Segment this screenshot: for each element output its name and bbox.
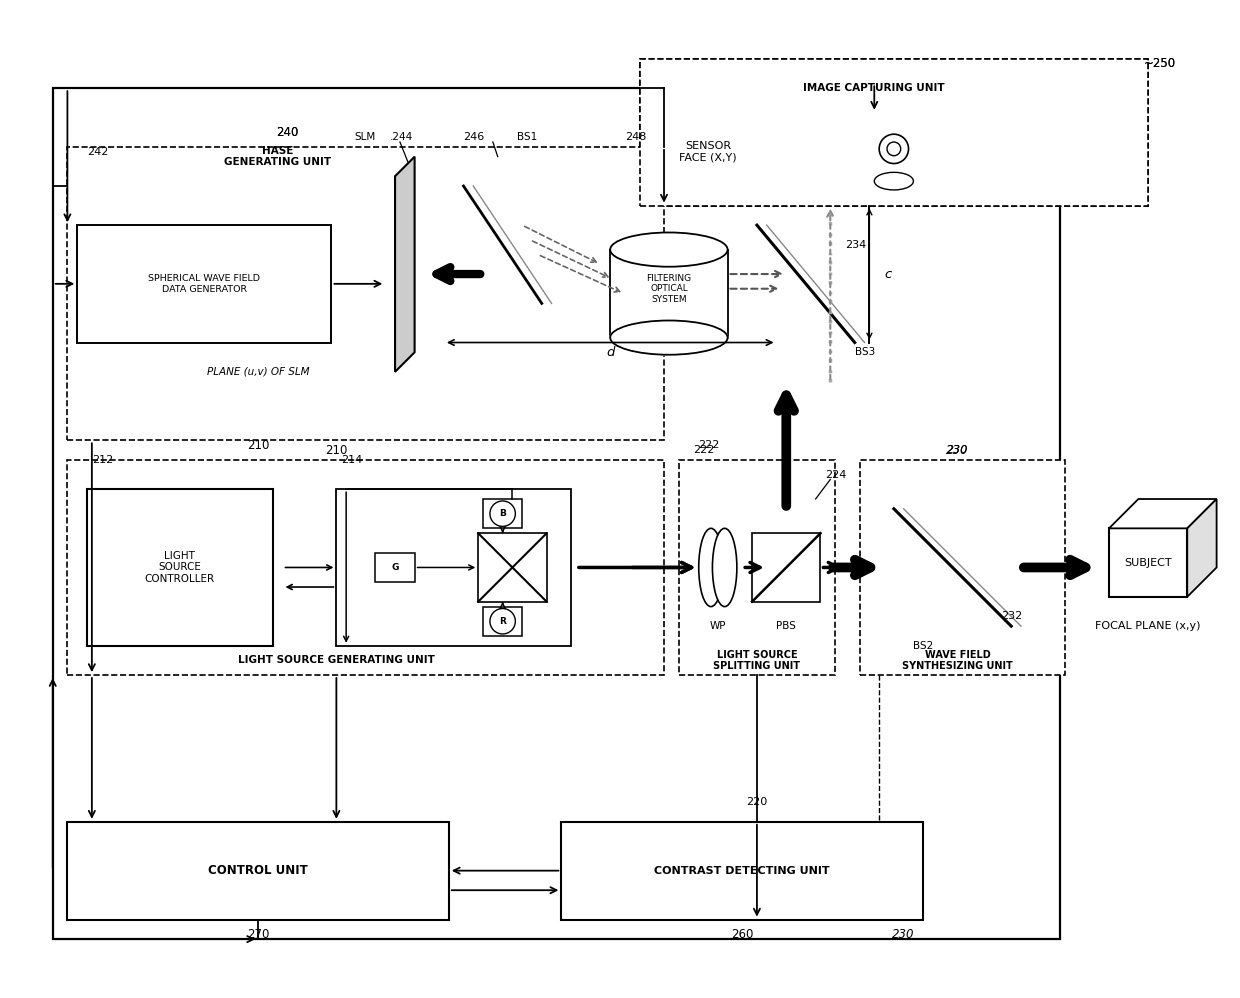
Bar <box>479 533 547 602</box>
Bar <box>678 460 836 675</box>
Text: d: d <box>606 345 614 359</box>
Circle shape <box>879 134 909 164</box>
Circle shape <box>887 142 900 156</box>
Bar <box>1109 528 1187 597</box>
Text: G: G <box>392 563 399 572</box>
Text: 232: 232 <box>1002 612 1023 622</box>
Text: LIGHT
SOURCE
CONTROLLER: LIGHT SOURCE CONTROLLER <box>145 551 215 584</box>
Text: 214: 214 <box>341 455 362 465</box>
Ellipse shape <box>874 173 914 190</box>
Bar <box>484 499 522 528</box>
Text: ~250: ~250 <box>1143 57 1176 70</box>
Text: .244: .244 <box>391 132 413 142</box>
Polygon shape <box>1187 499 1216 597</box>
Circle shape <box>490 501 516 526</box>
Text: LIGHT SOURCE GENERATING UNIT: LIGHT SOURCE GENERATING UNIT <box>238 656 435 666</box>
Text: FOCAL PLANE (x,y): FOCAL PLANE (x,y) <box>1095 621 1200 631</box>
Text: 222: 222 <box>693 445 714 455</box>
Bar <box>859 460 1065 675</box>
Text: 210: 210 <box>325 443 347 457</box>
Text: c: c <box>884 267 892 280</box>
Text: 212: 212 <box>92 455 113 465</box>
Bar <box>53 88 1060 939</box>
Bar <box>640 59 1148 206</box>
Text: 270: 270 <box>247 928 269 941</box>
Text: WP: WP <box>709 621 727 631</box>
Text: PLANE (u,v) OF SLM: PLANE (u,v) OF SLM <box>207 367 310 377</box>
Text: 234: 234 <box>844 240 867 250</box>
Text: BS1: BS1 <box>517 132 538 142</box>
Bar <box>67 147 663 440</box>
Text: IMAGE CAPTURING UNIT: IMAGE CAPTURING UNIT <box>804 83 945 93</box>
Text: 242: 242 <box>87 147 108 157</box>
Bar <box>87 489 273 646</box>
Polygon shape <box>396 157 414 372</box>
Circle shape <box>490 609 516 634</box>
Bar <box>336 489 572 646</box>
Text: 230: 230 <box>946 445 968 455</box>
Bar <box>562 821 924 919</box>
Text: 248: 248 <box>625 132 646 142</box>
Ellipse shape <box>698 528 723 607</box>
Bar <box>77 226 331 342</box>
Text: SPHERICAL WAVE FIELD
DATA GENERATOR: SPHERICAL WAVE FIELD DATA GENERATOR <box>149 274 260 293</box>
Bar <box>610 250 728 337</box>
Bar <box>67 821 449 919</box>
Text: SLM: SLM <box>355 132 376 142</box>
Bar <box>859 128 928 172</box>
Ellipse shape <box>713 528 737 607</box>
Text: CONTROL UNIT: CONTROL UNIT <box>208 864 308 877</box>
Text: 222: 222 <box>698 440 719 450</box>
Ellipse shape <box>610 320 728 354</box>
Text: ~250: ~250 <box>1143 57 1176 70</box>
Bar <box>67 460 663 675</box>
Text: 224: 224 <box>826 469 847 480</box>
Text: FILTERING
OPTICAL
SYSTEM: FILTERING OPTICAL SYSTEM <box>646 273 692 303</box>
Text: 220: 220 <box>746 797 768 807</box>
Text: SUBJECT: SUBJECT <box>1125 558 1172 568</box>
Text: 240: 240 <box>277 126 299 139</box>
Text: CONTRAST DETECTING UNIT: CONTRAST DETECTING UNIT <box>655 865 830 875</box>
Text: SENSOR
FACE (X,Y): SENSOR FACE (X,Y) <box>680 141 737 163</box>
Ellipse shape <box>610 233 728 266</box>
Text: BS3: BS3 <box>854 347 875 357</box>
Text: WAVE FIELD
SYNTHESIZING UNIT: WAVE FIELD SYNTHESIZING UNIT <box>901 650 1013 672</box>
Text: LIGHT SOURCE
SPLITTING UNIT: LIGHT SOURCE SPLITTING UNIT <box>713 650 801 672</box>
Text: PBS: PBS <box>776 621 796 631</box>
Text: HASE
GENERATING UNIT: HASE GENERATING UNIT <box>224 146 331 168</box>
Text: R: R <box>500 617 506 626</box>
Text: BS2: BS2 <box>913 641 934 651</box>
Bar <box>640 59 1148 206</box>
Text: B: B <box>500 509 506 518</box>
Text: 230: 230 <box>893 928 915 941</box>
Text: 230: 230 <box>946 443 968 457</box>
Text: 260: 260 <box>732 928 754 941</box>
Bar <box>376 553 414 582</box>
Bar <box>751 533 821 602</box>
Text: 210: 210 <box>247 439 269 452</box>
Text: 240: 240 <box>277 126 299 139</box>
Bar <box>899 116 924 128</box>
Polygon shape <box>1109 499 1216 528</box>
Bar <box>484 607 522 636</box>
Text: 246: 246 <box>463 132 484 142</box>
